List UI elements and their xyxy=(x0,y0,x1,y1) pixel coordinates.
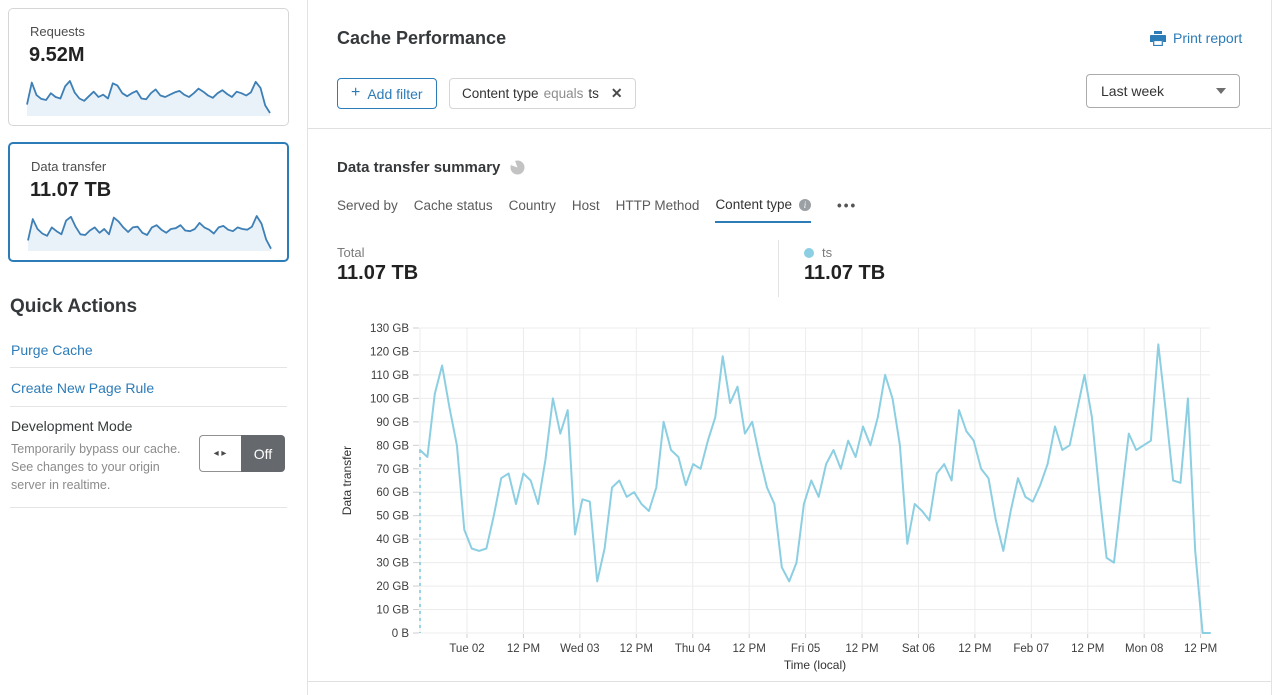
svg-text:Mon 08: Mon 08 xyxy=(1125,643,1163,655)
more-dimensions-button[interactable]: ••• xyxy=(837,198,858,213)
print-report-label: Print report xyxy=(1173,30,1243,46)
svg-text:70 GB: 70 GB xyxy=(376,464,409,476)
page-title: Cache Performance xyxy=(337,28,507,48)
tab-content-type[interactable]: Content type i xyxy=(715,197,811,223)
svg-text:Fri 05: Fri 05 xyxy=(791,643,820,655)
total-value: 11.07 TB xyxy=(337,262,419,284)
total-label: Total xyxy=(337,245,365,260)
svg-text:Time (local): Time (local) xyxy=(784,658,846,672)
divider xyxy=(10,367,287,368)
tab-served-by[interactable]: Served by xyxy=(337,197,398,223)
tab-label: HTTP Method xyxy=(615,198,700,213)
filter-chip-value: ts xyxy=(588,86,599,101)
svg-text:50 GB: 50 GB xyxy=(376,511,409,523)
legend-dot-icon xyxy=(804,247,814,258)
tab-label: Country xyxy=(508,198,556,213)
toggle-arrows-icon: ◂ ▸ xyxy=(199,435,241,472)
chevron-down-icon xyxy=(1216,88,1226,94)
tab-label: Host xyxy=(571,198,600,213)
tab-host[interactable]: Host xyxy=(572,197,600,223)
add-filter-button[interactable]: + Add filter xyxy=(337,78,437,109)
svg-text:90 GB: 90 GB xyxy=(376,417,409,429)
svg-text:12 PM: 12 PM xyxy=(620,643,653,655)
requests-sparkline-chart xyxy=(26,80,271,116)
panel-right-border xyxy=(1271,0,1272,695)
add-filter-label: Add filter xyxy=(367,85,423,102)
svg-text:110 GB: 110 GB xyxy=(371,370,409,382)
info-icon[interactable]: i xyxy=(799,198,811,211)
svg-text:100 GB: 100 GB xyxy=(370,393,409,405)
divider xyxy=(10,406,287,407)
svg-text:12 PM: 12 PM xyxy=(733,643,766,655)
svg-text:Tue 02: Tue 02 xyxy=(449,643,484,655)
svg-text:12 PM: 12 PM xyxy=(845,643,878,655)
filter-chip-content-type: Content type equals ts ✕ xyxy=(449,78,636,109)
data-transfer-sparkline-chart xyxy=(27,215,272,251)
svg-text:80 GB: 80 GB xyxy=(376,440,409,452)
svg-text:12 PM: 12 PM xyxy=(1071,643,1104,655)
time-range-select[interactable]: Last week xyxy=(1086,74,1240,108)
svg-text:Sat 06: Sat 06 xyxy=(902,643,935,655)
data-transfer-card-value: 11.07 TB xyxy=(30,179,112,201)
panel-left-border xyxy=(307,0,308,695)
tab-label: Content type xyxy=(715,197,792,212)
svg-text:0 B: 0 B xyxy=(392,628,410,640)
pie-loading-icon xyxy=(510,160,525,175)
filter-chip-field: Content type xyxy=(462,86,539,101)
create-page-rule-link[interactable]: Create New Page Rule xyxy=(11,380,155,396)
plus-icon: + xyxy=(351,83,361,101)
svg-text:40 GB: 40 GB xyxy=(376,534,409,546)
remove-filter-icon[interactable]: ✕ xyxy=(610,85,623,101)
svg-text:Thu 04: Thu 04 xyxy=(675,643,711,655)
development-mode-label: Development Mode xyxy=(11,418,133,434)
bottom-divider xyxy=(308,681,1271,682)
tab-http-method[interactable]: HTTP Method xyxy=(616,197,700,223)
development-mode-toggle[interactable]: ◂ ▸ Off xyxy=(199,435,285,472)
data-transfer-card-label: Data transfer xyxy=(31,159,107,174)
svg-text:130 GB: 130 GB xyxy=(370,323,409,335)
svg-text:Feb 07: Feb 07 xyxy=(1013,643,1049,655)
tab-cache-status[interactable]: Cache status xyxy=(414,197,493,223)
svg-text:30 GB: 30 GB xyxy=(376,558,409,570)
legend-series-value: 11.07 TB xyxy=(804,262,886,284)
filter-chip-operator: equals xyxy=(543,86,584,101)
svg-text:10 GB: 10 GB xyxy=(376,605,409,617)
stats-divider xyxy=(778,240,779,297)
data-transfer-chart[interactable]: 0 B 10 GB 20 GB 30 GB 40 GB 50 GB 60 GB 70 GB 80… xyxy=(337,313,1240,685)
requests-card-label: Requests xyxy=(30,24,85,39)
legend-series-name: ts xyxy=(822,245,833,260)
quick-actions-heading: Quick Actions xyxy=(10,296,138,317)
svg-text:Data transfer: Data transfer xyxy=(340,446,354,515)
header-divider xyxy=(308,128,1271,129)
print-report-link[interactable]: Print report xyxy=(1150,30,1242,46)
toggle-state-label: Off xyxy=(241,435,285,472)
time-range-value: Last week xyxy=(1101,83,1165,99)
tab-label: Cache status xyxy=(413,198,493,213)
tab-label: Served by xyxy=(337,198,398,213)
requests-metric-card[interactable]: Requests 9.52M xyxy=(8,8,289,126)
svg-text:Wed 03: Wed 03 xyxy=(560,643,599,655)
svg-text:12 PM: 12 PM xyxy=(1184,643,1217,655)
svg-text:60 GB: 60 GB xyxy=(376,487,409,499)
development-mode-description: Temporarily bypass our cache. See change… xyxy=(11,442,181,492)
series-legend: ts xyxy=(804,245,832,260)
section-title-row: Data transfer summary xyxy=(337,159,525,176)
svg-text:12 PM: 12 PM xyxy=(507,643,540,655)
section-title: Data transfer summary xyxy=(337,159,501,176)
dimension-tabs: Served by Cache status Country Host HTTP Met… xyxy=(337,197,857,223)
svg-text:20 GB: 20 GB xyxy=(376,581,409,593)
requests-card-value: 9.52M xyxy=(29,44,85,66)
svg-text:12 PM: 12 PM xyxy=(958,643,991,655)
printer-icon xyxy=(1150,30,1166,46)
svg-text:120 GB: 120 GB xyxy=(370,346,409,358)
data-transfer-metric-card[interactable]: Data transfer 11.07 TB xyxy=(8,142,289,262)
purge-cache-link[interactable]: Purge Cache xyxy=(11,342,93,358)
divider xyxy=(10,507,287,508)
tab-country[interactable]: Country xyxy=(509,197,556,223)
